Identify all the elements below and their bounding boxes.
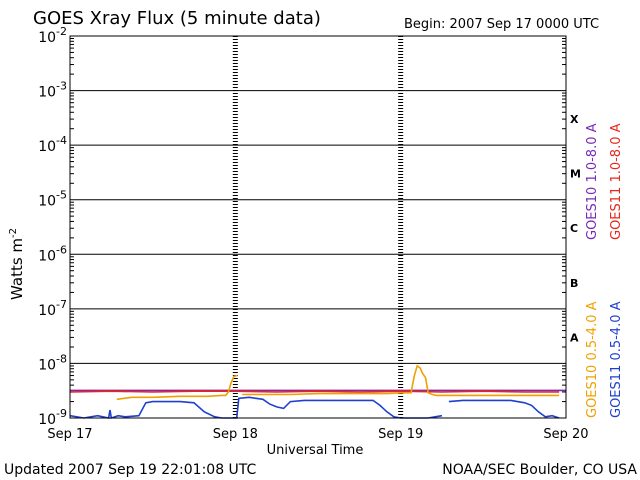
- grid-lines: [70, 90, 566, 364]
- flare-class-labels: X M C B A: [570, 113, 581, 344]
- updated-timestamp: Updated 2007 Sep 19 22:01:08 UTC: [4, 462, 257, 478]
- series-layer: [69, 364, 566, 420]
- series-line: [69, 396, 560, 420]
- source-credit: NOAA/SEC Boulder, CO USA: [442, 462, 637, 478]
- legend-entry: GOES10 1.0-8.0 A: [585, 123, 600, 240]
- x-tick-label: Sep 18: [213, 427, 258, 442]
- y-tick-base: 10: [38, 357, 56, 373]
- y-tick-exponent: -2: [56, 25, 67, 38]
- y-tick-labels: 10-210-310-410-510-610-710-810-9: [38, 25, 67, 428]
- vertical-day-markers: [70, 36, 566, 418]
- legend-entry: GOES10 0.5-4.0 A: [585, 301, 600, 418]
- y-tick-label: 10-4: [38, 134, 67, 155]
- x-tick-labels: Sep 17 Sep 18 Sep 19 Sep 20: [47, 427, 588, 442]
- legend: GOES10 1.0-8.0 A GOES11 1.0-8.0 A GOES10 0…: [585, 123, 624, 418]
- flare-class-label: X: [570, 113, 579, 126]
- y-tick-label: 10-5: [38, 189, 67, 210]
- y-tick-exponent: -3: [56, 80, 67, 93]
- legend-entry: GOES11 1.0-8.0 A: [609, 123, 624, 240]
- y-tick-base: 10: [38, 248, 56, 264]
- x-tick-label: Sep 19: [378, 427, 423, 442]
- y-axis-label: Watts m-2: [8, 228, 26, 300]
- flare-class-label: C: [570, 222, 578, 235]
- y-axis-label-exponent: -2: [8, 228, 19, 238]
- y-tick-exponent: -4: [56, 134, 67, 147]
- y-tick-base: 10: [38, 30, 56, 46]
- y-tick-exponent: -7: [56, 298, 67, 311]
- y-tick-base: 10: [38, 194, 56, 210]
- begin-label: Begin: 2007 Sep 17 0000 UTC: [404, 17, 599, 32]
- y-tick-label: 10-2: [38, 25, 67, 46]
- chart-title: GOES Xray Flux (5 minute data): [33, 8, 321, 29]
- series-line: [116, 364, 560, 401]
- x-tick-label: Sep 20: [543, 427, 588, 442]
- y-tick-exponent: -8: [56, 352, 67, 365]
- y-tick-label: 10-9: [38, 407, 67, 428]
- y-tick-base: 10: [38, 412, 56, 428]
- plot-frame: [69, 35, 567, 419]
- y-tick-exponent: -5: [56, 189, 67, 202]
- y-tick-label: 10-7: [38, 298, 67, 319]
- flare-class-label: B: [570, 277, 578, 290]
- y-tick-label: 10-8: [38, 352, 67, 373]
- flare-class-label: A: [570, 331, 579, 344]
- y-tick-label: 10-3: [38, 80, 67, 101]
- legend-entry: GOES11 0.5-4.0 A: [609, 301, 624, 418]
- y-tick-base: 10: [38, 139, 56, 155]
- y-tick-exponent: -6: [56, 243, 67, 256]
- y-tick-base: 10: [38, 303, 56, 319]
- x-axis-label: Universal Time: [267, 443, 364, 458]
- flare-class-label: M: [570, 168, 581, 181]
- y-tick-exponent: -9: [56, 407, 67, 420]
- y-tick-label: 10-6: [38, 243, 67, 264]
- series-line: [69, 390, 560, 393]
- y-axis-label-text: Watts m: [8, 238, 26, 300]
- x-tick-label: Sep 17: [47, 427, 92, 442]
- y-tick-base: 10: [38, 85, 56, 101]
